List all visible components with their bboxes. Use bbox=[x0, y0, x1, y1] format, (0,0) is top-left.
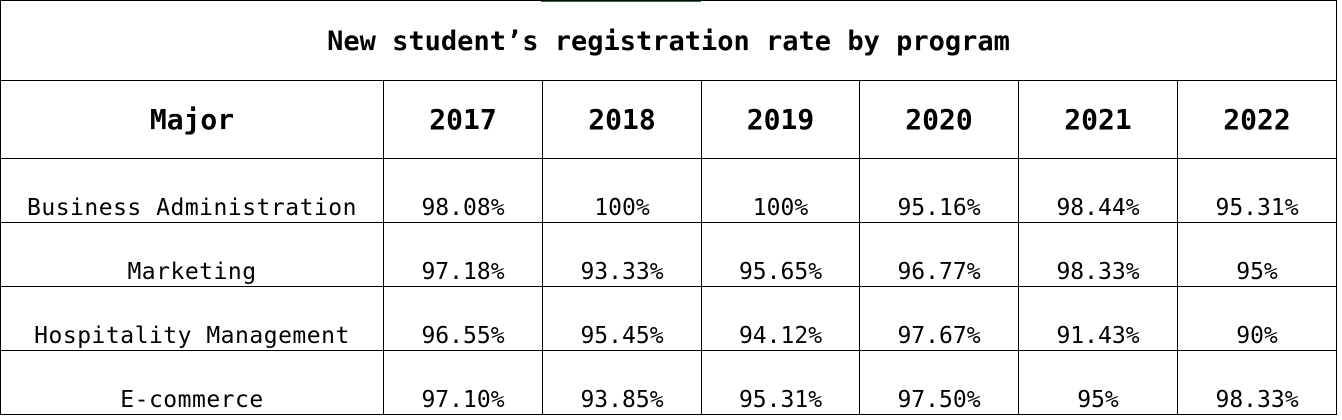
major-cell[interactable]: Business Administration bbox=[0, 158, 384, 223]
major-cell[interactable]: Marketing bbox=[0, 222, 384, 287]
table-title[interactable]: New student’s registration rate by progr… bbox=[0, 0, 1338, 81]
table-row: Business Administration 98.08% 100% 100% 95.… bbox=[0, 158, 1338, 223]
rate-cell[interactable]: 95.45% bbox=[542, 286, 702, 351]
rate-cell[interactable]: 90% bbox=[1176, 286, 1338, 351]
rate-cell[interactable]: 95% bbox=[1176, 222, 1338, 287]
rate-cell[interactable]: 98.44% bbox=[1018, 158, 1178, 223]
rate-cell[interactable]: 95.31% bbox=[701, 350, 860, 415]
column-header-year[interactable]: 2018 bbox=[542, 80, 702, 159]
rate-cell[interactable]: 94.12% bbox=[701, 286, 860, 351]
rate-cell[interactable]: 95.31% bbox=[1176, 158, 1338, 223]
rate-cell[interactable]: 100% bbox=[701, 158, 860, 223]
rate-cell[interactable]: 98.08% bbox=[383, 158, 543, 223]
column-header-year[interactable]: 2019 bbox=[701, 80, 860, 159]
rate-cell[interactable]: 98.33% bbox=[1176, 350, 1338, 415]
rate-cell[interactable]: 93.33% bbox=[542, 222, 702, 287]
rate-cell[interactable]: 97.10% bbox=[383, 350, 543, 415]
rate-cell[interactable]: 96.55% bbox=[383, 286, 543, 351]
rate-cell[interactable]: 98.33% bbox=[1018, 222, 1178, 287]
table-row: Marketing 97.18% 93.33% 95.65% 96.77% 98.33% 9… bbox=[0, 222, 1338, 287]
rate-cell[interactable]: 93.85% bbox=[542, 350, 702, 415]
rate-cell[interactable]: 95.16% bbox=[859, 158, 1019, 223]
rate-cell[interactable]: 97.67% bbox=[859, 286, 1019, 351]
major-cell[interactable]: E-commerce bbox=[0, 350, 384, 415]
column-header-year[interactable]: 2020 bbox=[859, 80, 1019, 159]
rate-cell[interactable]: 95% bbox=[1018, 350, 1178, 415]
table-row: Hospitality Management 96.55% 95.45% 94.12%… bbox=[0, 286, 1338, 351]
rate-cell[interactable]: 97.18% bbox=[383, 222, 543, 287]
column-header-year[interactable]: 2022 bbox=[1176, 80, 1338, 159]
column-header-major[interactable]: Major bbox=[0, 80, 384, 159]
column-header-year[interactable]: 2021 bbox=[1018, 80, 1178, 159]
column-header-year[interactable]: 2017 bbox=[383, 80, 543, 159]
rate-cell[interactable]: 91.43% bbox=[1018, 286, 1178, 351]
table-row: E-commerce 97.10% 93.85% 95.31% 97.50% 95% 98.… bbox=[0, 350, 1338, 415]
rate-cell[interactable]: 100% bbox=[542, 158, 702, 223]
major-cell[interactable]: Hospitality Management bbox=[0, 286, 384, 351]
rate-cell[interactable]: 96.77% bbox=[859, 222, 1019, 287]
rate-cell[interactable]: 97.50% bbox=[859, 350, 1019, 415]
rate-cell[interactable]: 95.65% bbox=[701, 222, 860, 287]
